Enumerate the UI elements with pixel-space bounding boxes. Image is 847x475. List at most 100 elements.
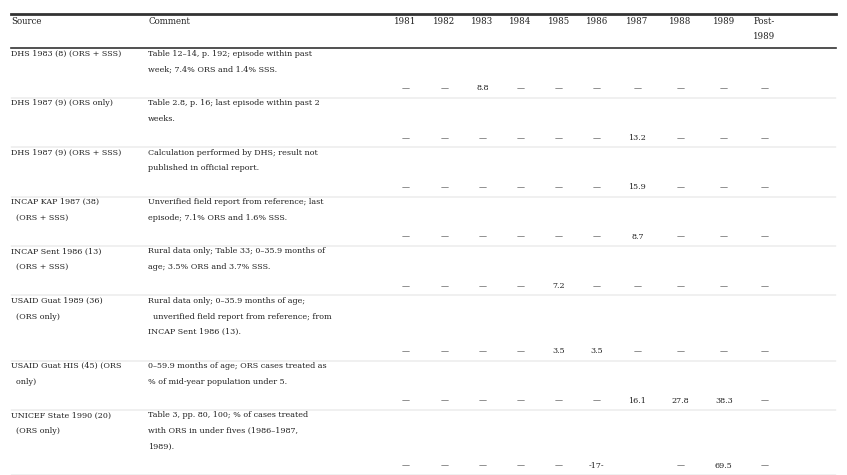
Text: —: —: [720, 347, 728, 355]
Text: —: —: [677, 85, 684, 93]
Text: —: —: [555, 85, 562, 93]
Text: —: —: [401, 85, 409, 93]
Text: 0–59.9 months of age; ORS cases treated as: 0–59.9 months of age; ORS cases treated …: [148, 362, 327, 370]
Text: —: —: [401, 282, 409, 290]
Text: unverified field report from reference; from: unverified field report from reference; …: [148, 313, 332, 321]
Text: —: —: [720, 233, 728, 241]
Text: —: —: [720, 282, 728, 290]
Text: —: —: [555, 183, 562, 191]
Text: —: —: [479, 183, 486, 191]
Text: —: —: [440, 397, 448, 405]
Text: —: —: [479, 347, 486, 355]
Text: —: —: [593, 134, 601, 142]
Text: —: —: [479, 233, 486, 241]
Text: —: —: [517, 134, 524, 142]
Text: —: —: [401, 233, 409, 241]
Text: (ORS only): (ORS only): [11, 313, 60, 321]
Text: Table 12–14, p. 192; episode within past: Table 12–14, p. 192; episode within past: [148, 50, 313, 58]
Text: 1985: 1985: [547, 17, 570, 26]
Text: published in official report.: published in official report.: [148, 164, 259, 172]
Text: —: —: [440, 233, 448, 241]
Text: —: —: [761, 462, 768, 470]
Text: —: —: [440, 134, 448, 142]
Text: —: —: [761, 347, 768, 355]
Text: —: —: [517, 347, 524, 355]
Text: —: —: [677, 233, 684, 241]
Text: —: —: [720, 85, 728, 93]
Text: with ORS in under fives (1986–1987,: with ORS in under fives (1986–1987,: [148, 427, 298, 435]
Text: 69.5: 69.5: [715, 462, 733, 470]
Text: —: —: [401, 397, 409, 405]
Text: (ORS + SSS): (ORS + SSS): [11, 263, 69, 271]
Text: % of mid-year population under 5.: % of mid-year population under 5.: [148, 378, 287, 386]
Text: 1989: 1989: [712, 17, 735, 26]
Text: USAID Guat 1989 (36): USAID Guat 1989 (36): [11, 297, 102, 305]
Text: DHS 1987 (9) (ORS + SSS): DHS 1987 (9) (ORS + SSS): [11, 149, 121, 157]
Text: 16.1: 16.1: [628, 397, 646, 405]
Text: —: —: [593, 233, 601, 241]
Text: —: —: [761, 134, 768, 142]
Text: —: —: [634, 85, 641, 93]
Text: 1981: 1981: [394, 17, 417, 26]
Text: 1982: 1982: [433, 17, 456, 26]
Text: 1989: 1989: [753, 32, 776, 41]
Text: (ORS only): (ORS only): [11, 427, 60, 435]
Text: —: —: [517, 85, 524, 93]
Text: Rural data only; 0–35.9 months of age;: Rural data only; 0–35.9 months of age;: [148, 297, 306, 305]
Text: week; 7.4% ORS and 1.4% SSS.: week; 7.4% ORS and 1.4% SSS.: [148, 66, 277, 74]
Text: —: —: [593, 282, 601, 290]
Text: episode; 7.1% ORS and 1.6% SSS.: episode; 7.1% ORS and 1.6% SSS.: [148, 214, 287, 222]
Text: 8.7: 8.7: [631, 233, 644, 241]
Text: 1984: 1984: [509, 17, 532, 26]
Text: —: —: [555, 397, 562, 405]
Text: —: —: [634, 347, 641, 355]
Text: —: —: [401, 462, 409, 470]
Text: —: —: [761, 282, 768, 290]
Text: —: —: [401, 183, 409, 191]
Text: —: —: [555, 134, 562, 142]
Text: 1986: 1986: [585, 17, 608, 26]
Text: —: —: [555, 462, 562, 470]
Text: —: —: [479, 462, 486, 470]
Text: INCAP Sent 1986 (13).: INCAP Sent 1986 (13).: [148, 328, 241, 336]
Text: —: —: [440, 183, 448, 191]
Text: —: —: [479, 282, 486, 290]
Text: 3.5: 3.5: [590, 347, 603, 355]
Text: USAID Guat HIS (45) (ORS: USAID Guat HIS (45) (ORS: [11, 362, 121, 370]
Text: 38.3: 38.3: [715, 397, 733, 405]
Text: —: —: [761, 183, 768, 191]
Text: —: —: [677, 347, 684, 355]
Text: -17-: -17-: [589, 462, 605, 470]
Text: —: —: [677, 462, 684, 470]
Text: —: —: [440, 462, 448, 470]
Text: —: —: [677, 134, 684, 142]
Text: 7.2: 7.2: [552, 282, 565, 290]
Text: 13.2: 13.2: [628, 134, 646, 142]
Text: Table 2.8, p. 16; last episode within past 2: Table 2.8, p. 16; last episode within pa…: [148, 99, 320, 107]
Text: 1983: 1983: [471, 17, 494, 26]
Text: weeks.: weeks.: [148, 115, 176, 123]
Text: —: —: [517, 397, 524, 405]
Text: only): only): [11, 378, 36, 386]
Text: Source: Source: [11, 17, 42, 26]
Text: —: —: [593, 183, 601, 191]
Text: —: —: [517, 462, 524, 470]
Text: 27.8: 27.8: [672, 397, 689, 405]
Text: 1989).: 1989).: [148, 443, 174, 451]
Text: —: —: [761, 233, 768, 241]
Text: —: —: [593, 85, 601, 93]
Text: —: —: [677, 183, 684, 191]
Text: (ORS + SSS): (ORS + SSS): [11, 214, 69, 222]
Text: UNICEF State 1990 (20): UNICEF State 1990 (20): [11, 411, 111, 419]
Text: —: —: [720, 183, 728, 191]
Text: —: —: [634, 282, 641, 290]
Text: 1987: 1987: [626, 17, 649, 26]
Text: Post-: Post-: [754, 17, 775, 26]
Text: —: —: [517, 282, 524, 290]
Text: Rural data only; Table 33; 0–35.9 months of: Rural data only; Table 33; 0–35.9 months…: [148, 247, 325, 256]
Text: —: —: [479, 134, 486, 142]
Text: INCAP Sent 1986 (13): INCAP Sent 1986 (13): [11, 247, 102, 256]
Text: Calculation performed by DHS; result not: Calculation performed by DHS; result not: [148, 149, 318, 157]
Text: —: —: [401, 134, 409, 142]
Text: DHS 1987 (9) (ORS only): DHS 1987 (9) (ORS only): [11, 99, 113, 107]
